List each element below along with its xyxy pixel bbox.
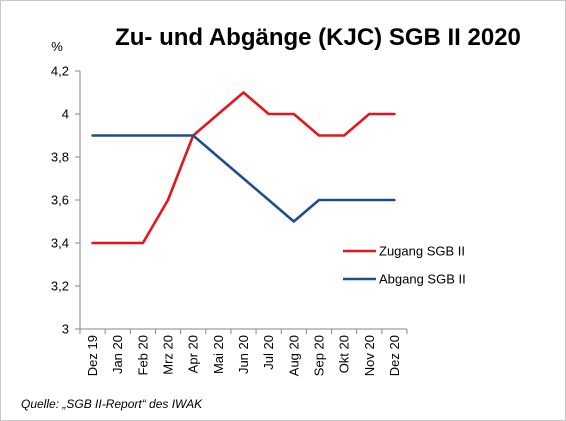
series-lines xyxy=(91,91,396,245)
legend: Zugang SGB II Abgang SGB II xyxy=(343,244,466,287)
x-tick-label: Mai 20 xyxy=(211,335,226,374)
x-tick-label: Jun 20 xyxy=(236,335,251,374)
series-line xyxy=(91,134,396,223)
y-tick-label: 3 xyxy=(62,322,69,337)
y-axis-unit: % xyxy=(51,39,63,54)
x-tick-label: Aug 20 xyxy=(286,335,301,376)
x-tick-label: Apr 20 xyxy=(186,335,201,373)
x-tick-label: Jul 20 xyxy=(261,335,276,370)
x-tick-label: Feb 20 xyxy=(135,335,150,375)
legend-label: Zugang SGB II xyxy=(379,244,465,259)
y-tick-label: 3,4 xyxy=(51,236,69,251)
axes: 3 3,2 3,4 3,6 3,8 4 4,2 Dez 19 Jan 20 Feb 20 Mrz 2… xyxy=(51,64,408,376)
y-tick-label: 3,8 xyxy=(51,150,69,165)
x-tick-label: Mrz 20 xyxy=(161,335,176,375)
x-tick-label: Sep 20 xyxy=(311,335,326,376)
x-tick-label: Okt 20 xyxy=(337,335,352,373)
y-tick-label: 4,2 xyxy=(51,64,69,79)
series-line xyxy=(91,91,396,245)
chart-title: Zu- und Abgänge (KJC) SGB II 2020 xyxy=(115,24,521,51)
legend-label: Abgang SGB II xyxy=(379,272,466,287)
y-tick-label: 4 xyxy=(62,107,69,122)
y-tick-label: 3,2 xyxy=(51,279,69,294)
y-tick-label: 3,6 xyxy=(51,193,69,208)
x-tick-label: Jan 20 xyxy=(110,335,125,374)
x-tick-label: Dez 20 xyxy=(387,335,402,376)
x-tick-label: Nov 20 xyxy=(362,335,377,376)
x-tick-label: Dez 19 xyxy=(85,335,100,376)
source-note: Quelle: „SGB II-Report“ des IWAK xyxy=(21,397,203,411)
